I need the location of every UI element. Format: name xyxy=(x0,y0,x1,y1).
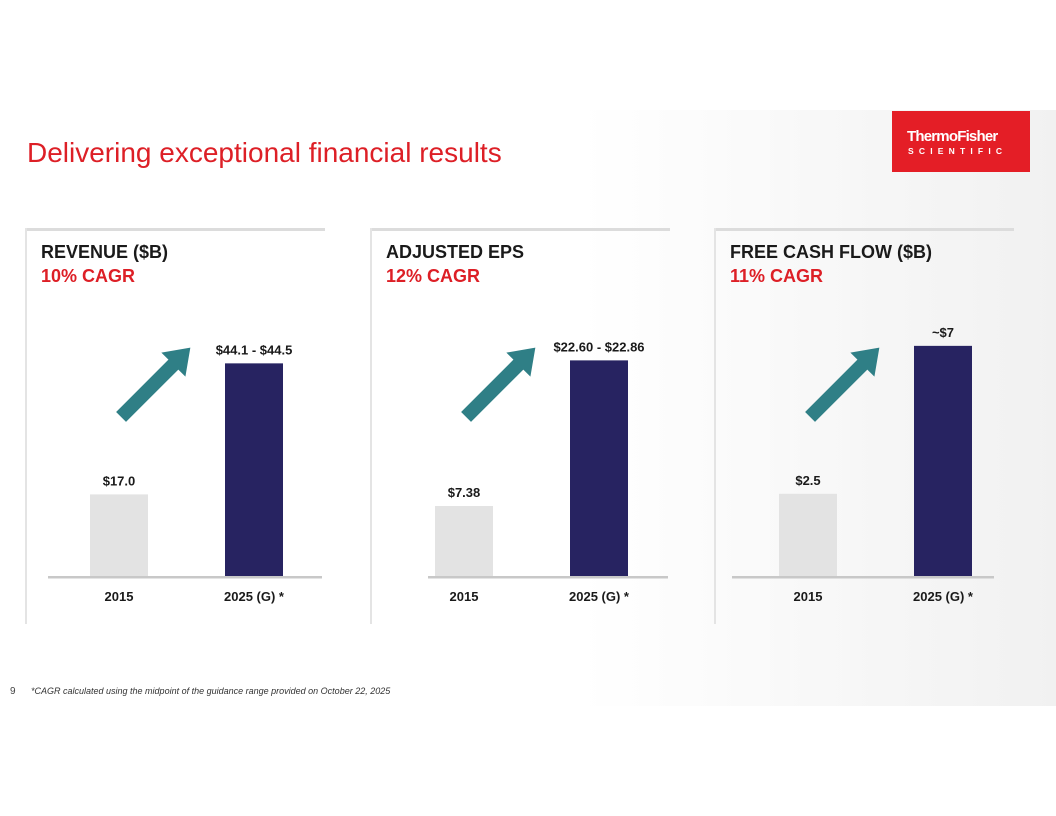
slide-title: Delivering exceptional financial results xyxy=(27,137,502,168)
growth-arrow xyxy=(461,347,536,422)
growth-arrow xyxy=(116,347,191,422)
x-tick-label: 2025 (G) * xyxy=(569,589,630,604)
panel-heading: REVENUE ($B) xyxy=(41,242,169,262)
x-tick-label: 2015 xyxy=(794,589,823,604)
page-number: 9 xyxy=(10,686,16,697)
growth-arrow-shape xyxy=(805,347,880,422)
free-cash-flow-panel: FREE CASH FLOW ($B) 11% CAGR $2.5 2015 ~$7… xyxy=(714,228,1014,624)
adjusted-eps-chart: $7.38 2015 $22.60 - $22.86 2025 (G) * xyxy=(428,339,668,604)
panel-cagr: 10% CAGR xyxy=(41,266,136,286)
data-label-2015: $17.0 xyxy=(103,473,136,488)
panel-cagr: 11% CAGR xyxy=(730,266,824,286)
revenue-panel: REVENUE ($B) 10% CAGR $17.0 2015 $44.1 - $… xyxy=(25,228,325,624)
footnote: *CAGR calculated using the midpoint of t… xyxy=(31,686,391,696)
panel-heading: ADJUSTED EPS xyxy=(386,242,525,262)
panel-left-border xyxy=(370,228,372,624)
x-axis-baseline xyxy=(732,576,994,579)
bar-2025-guidance xyxy=(225,363,283,576)
revenue-chart: $17.0 2015 $44.1 - $44.5 2025 (G) * xyxy=(48,342,322,604)
data-label-2025: $44.1 - $44.5 xyxy=(216,342,293,357)
x-tick-label: 2025 (G) * xyxy=(913,589,974,604)
panel-heading: FREE CASH FLOW ($B) xyxy=(730,242,932,262)
x-tick-label: 2015 xyxy=(450,589,479,604)
x-axis-baseline xyxy=(48,576,322,579)
x-axis-baseline xyxy=(428,576,668,579)
logo-wordmark: ThermoFisher xyxy=(907,128,998,145)
panel-left-border xyxy=(25,228,27,624)
x-tick-label: 2015 xyxy=(105,589,134,604)
bar-2015 xyxy=(435,505,493,576)
panel-left-border xyxy=(714,228,716,624)
slide-background xyxy=(0,110,1056,706)
growth-arrow-shape xyxy=(461,347,536,422)
panel-cagr: 12% CAGR xyxy=(386,266,481,286)
data-label-2025: ~$7 xyxy=(932,325,954,340)
data-label-2015: $2.5 xyxy=(795,473,820,488)
bar-2025-guidance xyxy=(914,345,972,576)
free-cash-flow-chart: $2.5 2015 ~$7 2025 (G) * xyxy=(732,325,994,604)
bar-2015 xyxy=(779,493,837,576)
panel-top-border xyxy=(370,228,670,231)
x-tick-label: 2025 (G) * xyxy=(224,589,285,604)
bar-2025-guidance xyxy=(570,360,628,576)
bar-2015 xyxy=(90,494,148,576)
adjusted-eps-panel: ADJUSTED EPS 12% CAGR $7.38 2015 $22.60 - … xyxy=(370,228,670,624)
thermofisher-logo: ThermoFisher SCIENTIFIC xyxy=(892,111,1030,172)
data-label-2015: $7.38 xyxy=(448,485,481,500)
panel-top-border xyxy=(25,228,325,231)
growth-arrow xyxy=(805,347,880,422)
logo-subtext: SCIENTIFIC xyxy=(908,146,1008,156)
data-label-2025: $22.60 - $22.86 xyxy=(553,339,644,354)
growth-arrow-shape xyxy=(116,347,191,422)
panel-top-border xyxy=(714,228,1014,231)
